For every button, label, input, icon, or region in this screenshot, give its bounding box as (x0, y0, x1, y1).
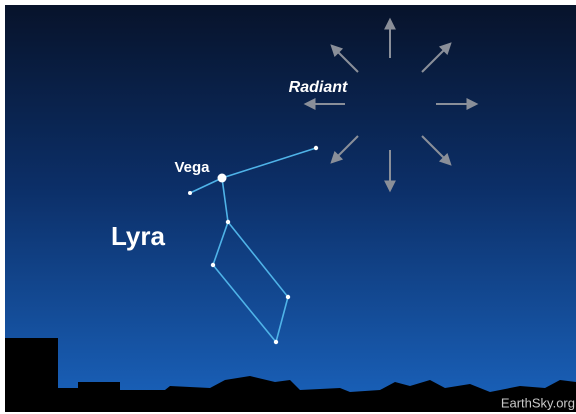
sky-illustration: Radiant Vega Lyra EarthSky.org (0, 0, 576, 414)
constellation-label: Lyra (111, 221, 165, 251)
radiant-label: Radiant (289, 79, 348, 96)
star-label: Vega (174, 159, 210, 176)
star (274, 340, 278, 344)
credit: EarthSky.org (501, 395, 575, 410)
star (226, 220, 230, 224)
star (188, 191, 192, 195)
page: {"labels": {"radiant": "Radiant", "star"… (0, 0, 576, 414)
star-vega (218, 174, 227, 183)
star (211, 263, 215, 267)
star (286, 295, 290, 299)
sky (5, 5, 576, 412)
star (314, 146, 318, 150)
